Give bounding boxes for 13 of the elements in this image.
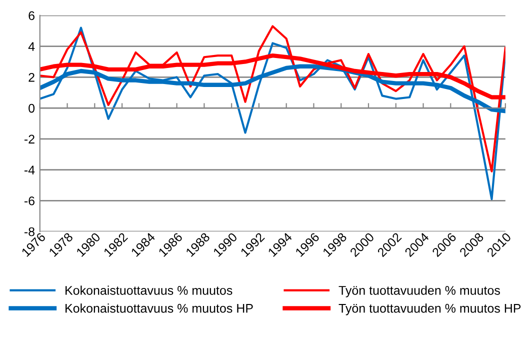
legend-label: Työn tuottavuuden % muutos HP — [338, 304, 521, 316]
line-series — [40, 26, 506, 200]
y-tick-label: -2 — [24, 134, 34, 144]
legend-label: Työn tuottavuuden % muutos — [338, 286, 500, 298]
legend-label: Kokonaistuottavuus % muutos — [66, 286, 232, 295]
y-tick-label: 0 — [28, 104, 35, 113]
y-tick-label: 2 — [28, 72, 34, 82]
y-tick-label: -6 — [24, 196, 34, 206]
legend-label: Kokonaistuottavuus % muutos HP — [66, 304, 253, 313]
y-tick-label: 4 — [28, 42, 35, 51]
line-series — [40, 25, 506, 172]
y-tick-label: 6 — [28, 11, 34, 20]
y-tick-label: -4 — [24, 166, 35, 174]
